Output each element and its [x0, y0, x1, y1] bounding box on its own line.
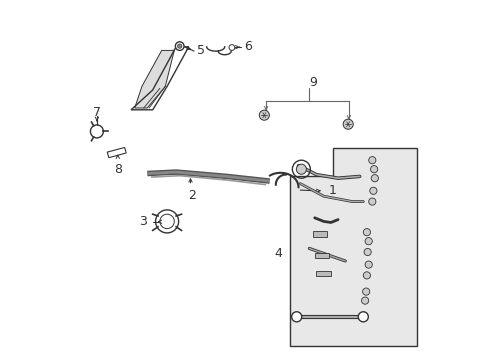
Circle shape: [365, 261, 371, 268]
Circle shape: [259, 110, 269, 120]
Circle shape: [228, 45, 234, 50]
Circle shape: [362, 288, 369, 295]
Circle shape: [363, 272, 370, 279]
Text: 6: 6: [244, 40, 251, 53]
Bar: [312, 231, 326, 237]
Circle shape: [361, 297, 368, 304]
Circle shape: [370, 166, 377, 173]
Circle shape: [368, 157, 375, 164]
Bar: [316, 271, 330, 276]
Circle shape: [363, 248, 370, 256]
Text: 8: 8: [114, 163, 122, 176]
Circle shape: [370, 175, 378, 182]
Circle shape: [177, 44, 182, 48]
Circle shape: [291, 312, 301, 322]
Polygon shape: [134, 50, 174, 108]
Text: 4: 4: [274, 247, 282, 260]
Circle shape: [358, 312, 367, 322]
Text: 1: 1: [328, 184, 336, 197]
Text: 9: 9: [309, 76, 317, 89]
Circle shape: [296, 164, 306, 174]
Text: 3: 3: [139, 215, 147, 228]
Bar: [107, 148, 126, 158]
Circle shape: [368, 198, 375, 205]
Text: 5: 5: [197, 44, 204, 57]
Bar: [314, 253, 328, 258]
Circle shape: [175, 42, 183, 50]
Text: 7: 7: [92, 106, 101, 119]
Circle shape: [365, 238, 371, 245]
Text: 2: 2: [188, 189, 196, 202]
Circle shape: [343, 119, 352, 129]
Circle shape: [363, 229, 370, 236]
Circle shape: [369, 187, 376, 194]
Polygon shape: [289, 148, 416, 346]
